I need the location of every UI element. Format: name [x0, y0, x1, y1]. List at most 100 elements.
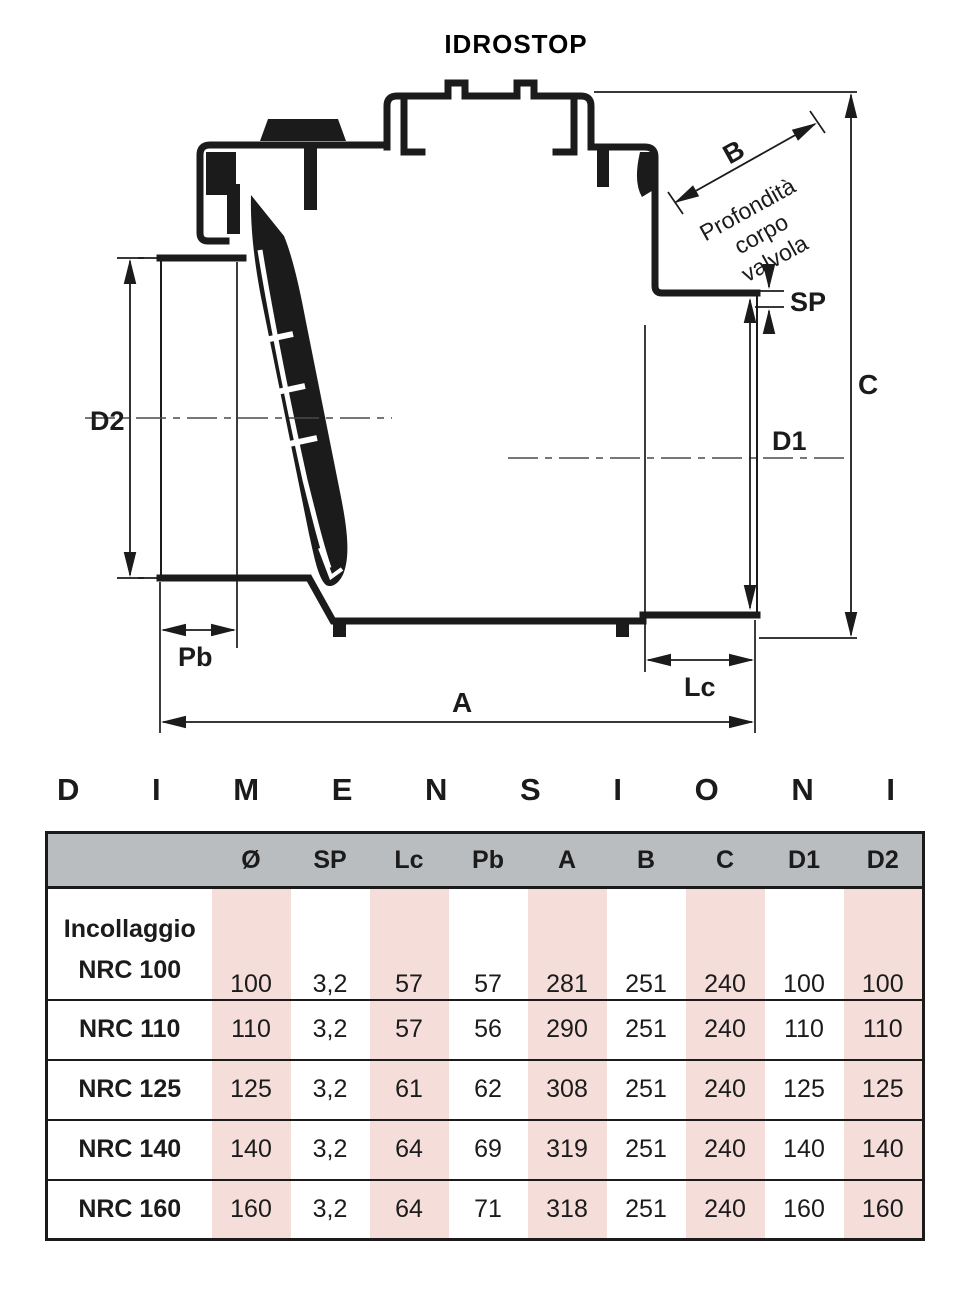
title-letter: D	[57, 772, 80, 807]
cell-value: 251	[625, 1015, 667, 1043]
cell-value: 69	[474, 1135, 502, 1163]
cell-value: 251	[625, 1135, 667, 1163]
title-letter: I	[613, 772, 622, 807]
dim-label-d1: D1	[772, 426, 807, 456]
cell-value: 160	[783, 1194, 825, 1223]
cell-value: 57	[369, 999, 449, 1060]
cell-value: 56	[474, 1015, 502, 1043]
cell-value: 3,2	[312, 1015, 348, 1043]
table-row-nrc-140: NRC 140 140 3,2 64 69 319 251 240 140 14…	[46, 1119, 924, 1180]
header-pb: Pb	[448, 832, 528, 888]
cell-value: 125	[211, 1059, 291, 1120]
table-row-nrc-110: NRC 110 110 3,2 57 56 290 251 240 110 11…	[46, 999, 924, 1060]
header-d1: D1	[764, 832, 844, 888]
row-name-cell: Incollaggio NRC 100	[47, 888, 212, 1000]
table-row-nrc-160: NRC 160 160 3,2 64 71 318 251 240 160 16…	[46, 1179, 924, 1240]
cell-value: 251	[625, 1194, 667, 1223]
cell-value: 240	[685, 1179, 765, 1240]
cell-value: 125	[843, 1059, 924, 1120]
top-block	[260, 119, 346, 141]
valve-cross-section-diagram: IDROSTOP	[85, 29, 878, 733]
valve-solid-parts	[206, 119, 655, 637]
table-row-nrc-125: NRC 125 125 3,2 61 62 308 251 240 125 12…	[46, 1059, 924, 1120]
cell-value: 100	[783, 969, 825, 998]
cell-value: 57	[369, 887, 449, 1000]
section-title-dimensioni: D I M E N S I O N I	[57, 772, 895, 808]
cell-value: 64	[369, 1119, 449, 1180]
hinge-pivot	[227, 184, 240, 234]
header-d2: D2	[843, 832, 924, 888]
cell-value: 240	[685, 1059, 765, 1120]
cell-value: 160	[211, 1179, 291, 1240]
dim-label-d2: D2	[90, 406, 125, 436]
cell-value: 100	[843, 887, 924, 1000]
inner-tab-right	[597, 147, 609, 187]
extension-lines	[117, 91, 857, 733]
cell-value: 140	[783, 1135, 825, 1163]
diagram-title: IDROSTOP	[444, 29, 587, 59]
b-annotation: Profondità corpo valvola	[695, 172, 812, 287]
foot-left	[333, 621, 346, 637]
table-row-nrc-100: Incollaggio NRC 100 100 3,2 57 57 281 25…	[46, 887, 924, 1000]
cell-value: 160	[843, 1179, 924, 1240]
cell-value: 3,2	[312, 1135, 348, 1163]
dim-label-lc: Lc	[684, 672, 716, 702]
cell-value: 100	[211, 887, 291, 1000]
valve-body-outline	[156, 79, 761, 625]
cell-value: 3,2	[312, 1194, 348, 1223]
title-letter: N	[425, 772, 448, 807]
header-empty	[46, 832, 212, 888]
right-claw	[636, 152, 655, 197]
center-lines	[85, 417, 848, 459]
cell-value: 281	[527, 887, 607, 1000]
model-name: NRC 110	[79, 1015, 181, 1043]
cell-value: 318	[527, 1179, 607, 1240]
cell-value: 290	[527, 999, 607, 1060]
title-letter: O	[694, 772, 719, 807]
model-name: NRC 125	[78, 1075, 182, 1103]
dim-label-sp: SP	[790, 287, 826, 317]
inner-tab-left	[304, 145, 317, 210]
header-diameter: Ø	[211, 832, 291, 888]
cell-value: 240	[685, 1119, 765, 1180]
title-letter: I	[886, 772, 895, 807]
title-letter: M	[233, 772, 260, 807]
header-b: B	[606, 832, 686, 888]
table-header-row: Ø SP Lc Pb A B C D1 D2	[46, 832, 924, 888]
header-c: C	[685, 832, 765, 888]
cell-value: 240	[685, 999, 765, 1060]
cell-value: 251	[625, 1075, 667, 1103]
header-lc: Lc	[369, 832, 449, 888]
cell-value: 71	[474, 1194, 502, 1223]
dim-label-pb: Pb	[178, 642, 213, 672]
dimensions-table: Ø SP Lc Pb A B C D1 D2 Incollaggio NRC 1…	[45, 831, 925, 1241]
header-a: A	[527, 832, 607, 888]
cell-value: 251	[625, 969, 667, 998]
title-letter: S	[520, 772, 541, 807]
cell-value: 308	[527, 1059, 607, 1120]
title-letter: E	[331, 772, 353, 807]
dimension-lines	[123, 92, 858, 729]
dim-label-a: A	[452, 687, 472, 718]
cell-value: 140	[843, 1119, 924, 1180]
dim-label-c: C	[858, 369, 878, 400]
dim-line-b	[674, 122, 817, 204]
foot-right	[616, 621, 629, 637]
flap-blade	[250, 195, 348, 587]
cell-value: 64	[369, 1179, 449, 1240]
header-sp: SP	[290, 832, 370, 888]
flap-details	[257, 249, 344, 581]
cell-value: 240	[685, 887, 765, 1000]
title-letter: N	[791, 772, 814, 807]
model-name: NRC 100	[78, 955, 182, 984]
dim-label-b: B	[718, 134, 750, 170]
cell-value: 110	[784, 1015, 824, 1043]
title-letter: I	[152, 772, 161, 807]
cell-value: 110	[843, 999, 924, 1060]
cell-value: 110	[211, 999, 291, 1060]
model-name: NRC 140	[78, 1135, 182, 1163]
cell-value: 125	[783, 1075, 825, 1103]
cell-value: 61	[369, 1059, 449, 1120]
cell-value: 3,2	[312, 969, 348, 998]
